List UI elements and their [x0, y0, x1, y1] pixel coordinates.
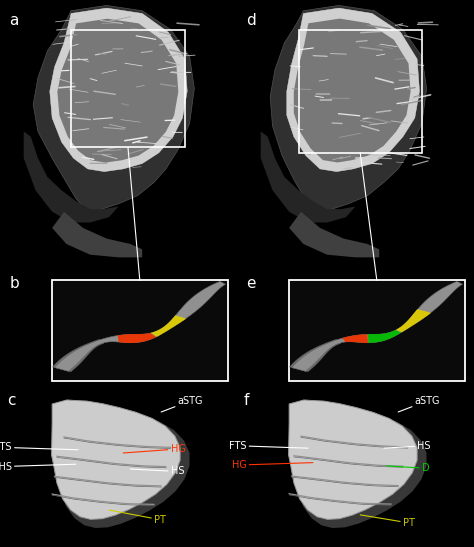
Text: PT: PT	[360, 515, 415, 528]
Polygon shape	[342, 334, 368, 343]
Text: aSTG: aSTG	[161, 395, 203, 412]
Polygon shape	[55, 281, 226, 371]
Text: FTS: FTS	[0, 443, 78, 452]
Text: b: b	[9, 276, 19, 290]
Bar	[71, 30, 185, 148]
Text: FTS: FTS	[229, 441, 308, 451]
Polygon shape	[270, 5, 427, 212]
Text: HS: HS	[130, 467, 184, 476]
Bar	[52, 281, 228, 381]
Polygon shape	[294, 19, 410, 162]
Polygon shape	[292, 281, 463, 371]
Text: aSTG: aSTG	[398, 395, 440, 412]
Polygon shape	[287, 8, 419, 172]
Polygon shape	[55, 403, 190, 528]
Bar	[289, 281, 465, 381]
Polygon shape	[289, 212, 379, 258]
Text: HG: HG	[123, 444, 185, 454]
Polygon shape	[290, 339, 341, 372]
Text: mHS: mHS	[0, 462, 76, 472]
Polygon shape	[261, 131, 356, 223]
Text: D: D	[386, 463, 429, 473]
Polygon shape	[24, 131, 119, 223]
Polygon shape	[50, 8, 187, 172]
Text: HS: HS	[384, 441, 430, 451]
Text: e: e	[246, 276, 256, 290]
Polygon shape	[368, 330, 401, 343]
Bar	[299, 30, 422, 153]
Polygon shape	[52, 212, 142, 258]
Polygon shape	[396, 309, 431, 333]
Polygon shape	[53, 339, 104, 372]
Polygon shape	[289, 400, 417, 519]
Text: c: c	[7, 393, 16, 409]
Text: PT: PT	[109, 510, 166, 525]
Text: a: a	[9, 14, 19, 28]
Polygon shape	[57, 19, 178, 162]
Text: Control: Control	[87, 0, 150, 2]
Polygon shape	[33, 5, 194, 212]
Text: HG: HG	[232, 460, 313, 470]
Polygon shape	[292, 403, 427, 528]
Polygon shape	[151, 316, 186, 337]
Polygon shape	[52, 400, 180, 519]
Text: d: d	[246, 14, 256, 28]
Text: f: f	[244, 393, 249, 409]
Text: WS: WS	[342, 0, 369, 2]
Polygon shape	[118, 333, 156, 343]
